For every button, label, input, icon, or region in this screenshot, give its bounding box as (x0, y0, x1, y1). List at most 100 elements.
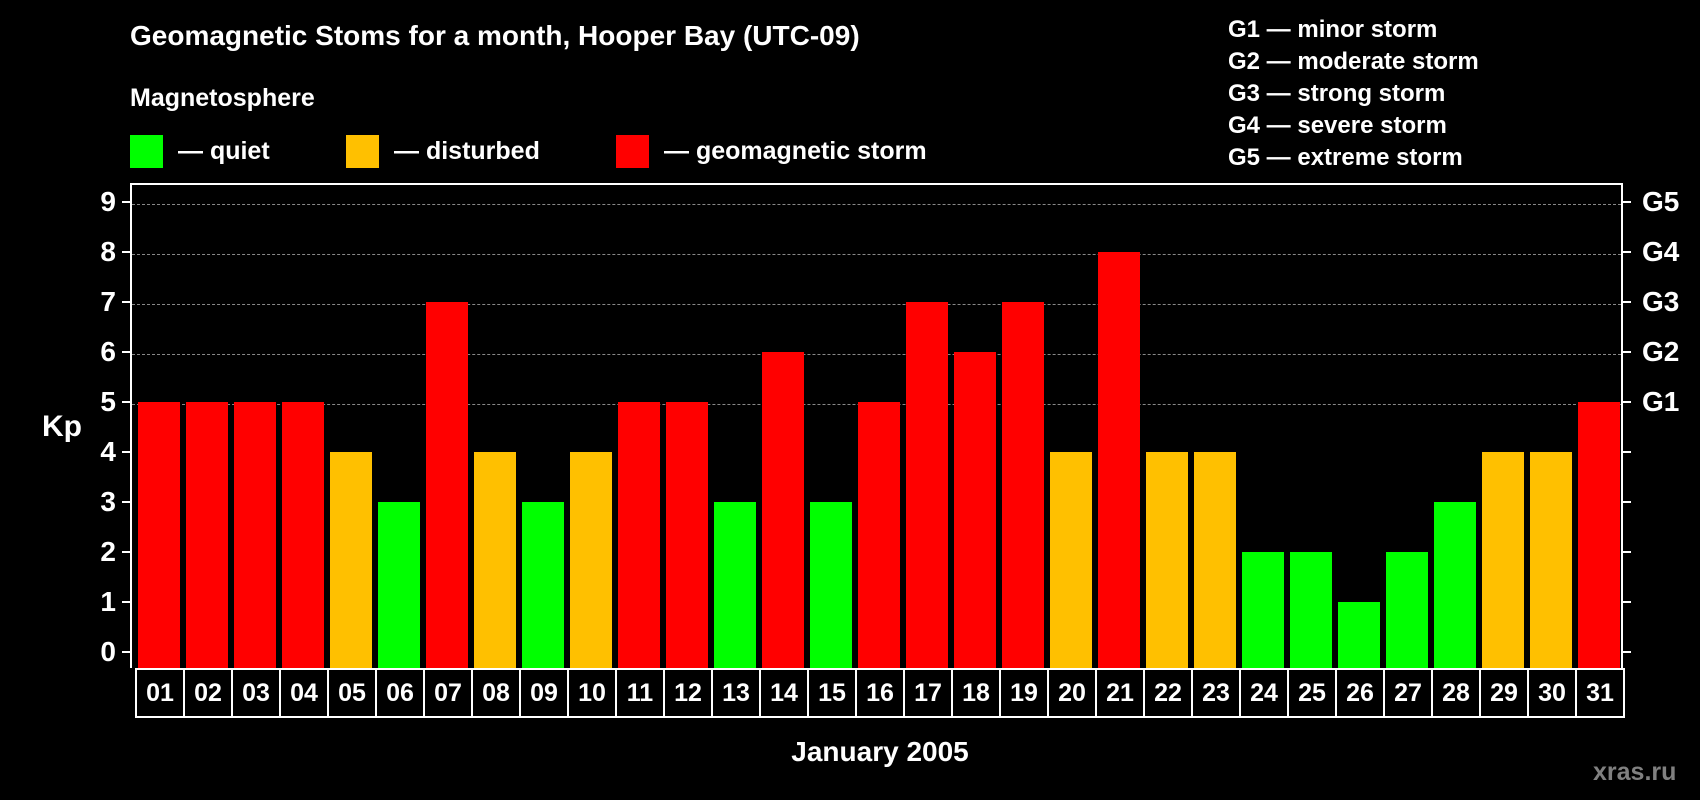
y-axis-title: Kp (42, 410, 82, 443)
x-tick-label: 27 (1383, 670, 1433, 718)
y-tick-right (1623, 201, 1631, 203)
gridline (132, 304, 1621, 305)
legend-item-storm: — geomagnetic storm (616, 134, 927, 168)
x-tick-label: 16 (855, 670, 905, 718)
x-tick-label: 20 (1047, 670, 1097, 718)
bar-day-19 (1002, 302, 1044, 668)
g-axis-label: G3 (1642, 286, 1680, 317)
y-tick-right (1623, 401, 1631, 403)
y-tick-right (1623, 501, 1631, 503)
bar-day-05 (330, 452, 372, 668)
y-tick (122, 451, 130, 453)
bar-day-26 (1338, 602, 1380, 668)
legend-item-quiet: — quiet (130, 134, 270, 168)
x-tick-label: 03 (231, 670, 281, 718)
y-tick (122, 651, 130, 653)
x-tick-label: 07 (423, 670, 473, 718)
bar-day-07 (426, 302, 468, 668)
x-tick-label: 12 (663, 670, 713, 718)
bar-day-31 (1578, 402, 1620, 668)
y-tick (122, 251, 130, 253)
x-tick-label: 21 (1095, 670, 1145, 718)
bar-day-09 (522, 502, 564, 668)
bar-day-10 (570, 452, 612, 668)
x-axis-day-labels: 01 02 03 04 05 06 07 08 09 10 11 12 13 14 15 16 17 18 19 20… (135, 668, 1625, 720)
y-tick-right (1623, 651, 1631, 653)
quiet-swatch-icon (130, 134, 163, 168)
chart-title: Geomagnetic Stoms for a month, Hooper Ba… (130, 20, 860, 51)
bar-day-20 (1050, 452, 1092, 668)
legend-item-disturbed: — disturbed (346, 134, 540, 168)
bar-day-21 (1098, 252, 1140, 668)
y-tick-right (1623, 551, 1631, 553)
y-tick-label: 7 (100, 286, 116, 317)
bar-day-11 (618, 402, 660, 668)
y-tick (122, 501, 130, 503)
x-tick-label: 28 (1431, 670, 1481, 718)
gridline (132, 204, 1621, 205)
storm-swatch-icon (616, 134, 649, 168)
y-tick-label: 4 (100, 436, 116, 467)
y-tick (122, 401, 130, 403)
x-tick-label: 22 (1143, 670, 1193, 718)
y-tick-label: 6 (100, 336, 116, 367)
y-tick-right (1623, 301, 1631, 303)
x-tick-label: 17 (903, 670, 953, 718)
y-tick-right (1623, 351, 1631, 353)
y-tick (122, 551, 130, 553)
y-tick-right (1623, 451, 1631, 453)
x-axis-title: January 2005 (791, 736, 969, 767)
g-scale-legend: G1 — minor storm G2 — moderate storm G3 … (1228, 14, 1479, 174)
gridline (132, 354, 1621, 355)
g-legend-row: G2 — moderate storm (1228, 48, 1479, 75)
bar-day-03 (234, 402, 276, 668)
bar-day-06 (378, 502, 420, 668)
x-tick-label: 30 (1527, 670, 1577, 718)
y-tick-label: 0 (100, 636, 116, 667)
bar-day-16 (858, 402, 900, 668)
y-tick-label: 3 (100, 486, 116, 517)
bar-day-01 (138, 402, 180, 668)
y-tick-label: 5 (100, 386, 116, 417)
disturbed-swatch-icon (346, 134, 379, 168)
g-axis-label: G4 (1642, 236, 1680, 267)
x-tick-label: 13 (711, 670, 761, 718)
bar-day-17 (906, 302, 948, 668)
gridline (132, 254, 1621, 255)
x-tick-label: 02 (183, 670, 233, 718)
bar-day-14 (762, 352, 804, 668)
x-tick-label: 19 (999, 670, 1049, 718)
y-tick-right (1623, 601, 1631, 603)
x-tick-label: 01 (135, 670, 185, 718)
x-tick-label: 24 (1239, 670, 1289, 718)
x-tick-label: 18 (951, 670, 1001, 718)
g-legend-row: G4 — severe storm (1228, 112, 1447, 139)
legend-label: — quiet (178, 136, 270, 165)
g-legend-row: G3 — strong storm (1228, 80, 1446, 107)
x-tick-label: 04 (279, 670, 329, 718)
x-tick-label: 06 (375, 670, 425, 718)
y-tick (122, 601, 130, 603)
legend-label: — geomagnetic storm (664, 136, 927, 165)
bar-day-27 (1386, 552, 1428, 668)
bar-day-22 (1146, 452, 1188, 668)
bar-day-24 (1242, 552, 1284, 668)
bar-day-12 (666, 402, 708, 668)
g-axis-label: G1 (1642, 386, 1680, 417)
bar-day-15 (810, 502, 852, 668)
x-tick-label: 15 (807, 670, 857, 718)
x-tick-label: 10 (567, 670, 617, 718)
y-tick-label: 8 (100, 236, 116, 267)
bar-day-29 (1482, 452, 1524, 668)
bar-day-04 (282, 402, 324, 668)
y-tick-label: 9 (100, 186, 116, 217)
bar-day-02 (186, 402, 228, 668)
x-tick-label: 29 (1479, 670, 1529, 718)
bar-day-25 (1290, 552, 1332, 668)
bar-day-18 (954, 352, 996, 668)
bar-day-28 (1434, 502, 1476, 668)
x-tick-label: 23 (1191, 670, 1241, 718)
legend-label: — disturbed (394, 136, 540, 165)
y-tick-label: 1 (100, 586, 116, 617)
x-tick-label: 05 (327, 670, 377, 718)
